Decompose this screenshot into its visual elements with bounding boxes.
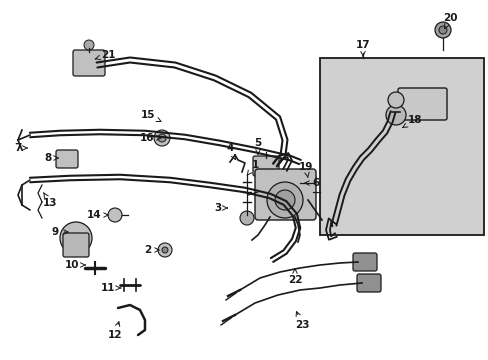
FancyBboxPatch shape — [356, 274, 380, 292]
Circle shape — [434, 22, 450, 38]
FancyBboxPatch shape — [63, 233, 89, 257]
Circle shape — [240, 211, 253, 225]
Circle shape — [266, 182, 303, 218]
Text: 19: 19 — [298, 162, 312, 177]
Text: 20: 20 — [442, 13, 456, 29]
Circle shape — [60, 222, 92, 254]
Circle shape — [158, 134, 165, 142]
Text: 23: 23 — [294, 311, 308, 330]
Circle shape — [162, 247, 168, 253]
Text: 10: 10 — [64, 260, 85, 270]
Circle shape — [84, 40, 94, 50]
Text: 22: 22 — [287, 269, 302, 285]
Text: 14: 14 — [86, 210, 108, 220]
Bar — [319, 58, 483, 235]
Circle shape — [299, 170, 315, 186]
Text: 21: 21 — [95, 50, 115, 60]
Text: 17: 17 — [355, 40, 369, 56]
Text: 11: 11 — [101, 283, 121, 293]
Text: 3: 3 — [214, 203, 227, 213]
Circle shape — [438, 26, 446, 34]
Text: 5: 5 — [254, 138, 261, 154]
Text: 4: 4 — [226, 143, 235, 159]
Circle shape — [158, 243, 172, 257]
FancyBboxPatch shape — [252, 156, 279, 176]
Text: 9: 9 — [51, 227, 68, 237]
FancyBboxPatch shape — [352, 253, 376, 271]
Circle shape — [154, 130, 170, 146]
Text: 8: 8 — [44, 153, 58, 163]
Text: 13: 13 — [42, 193, 57, 208]
Text: 2: 2 — [144, 245, 159, 255]
Circle shape — [387, 92, 403, 108]
Text: 16: 16 — [140, 133, 161, 143]
FancyBboxPatch shape — [254, 169, 315, 220]
Text: 15: 15 — [141, 110, 161, 122]
Circle shape — [385, 105, 405, 125]
Circle shape — [274, 190, 294, 210]
FancyBboxPatch shape — [56, 150, 78, 168]
FancyBboxPatch shape — [73, 50, 105, 76]
Text: 12: 12 — [107, 322, 122, 340]
Circle shape — [304, 174, 311, 182]
FancyBboxPatch shape — [397, 88, 446, 120]
Circle shape — [108, 208, 122, 222]
Text: 1: 1 — [246, 160, 258, 175]
Text: 18: 18 — [402, 115, 421, 128]
Text: 7: 7 — [14, 143, 27, 153]
Text: 6: 6 — [304, 178, 319, 188]
